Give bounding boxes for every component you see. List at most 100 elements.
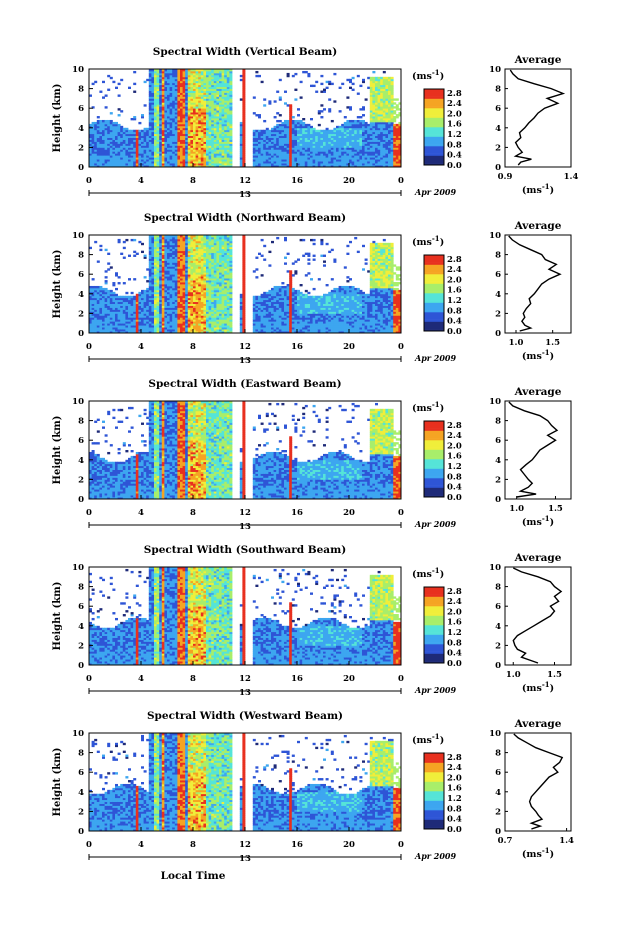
colorbar-swatch — [424, 142, 444, 144]
average-y-tick-label: 2 — [495, 143, 501, 153]
heatmap-cell — [125, 292, 128, 294]
heatmap-cell — [300, 96, 303, 98]
panel-title: Spectral Width (Vertical Beam) — [153, 46, 337, 58]
heatmap-cell — [99, 286, 102, 288]
heatmap-cell — [123, 282, 126, 284]
heatmap-cell — [274, 100, 277, 102]
heatmap-cell — [105, 94, 108, 96]
heatmap-cell — [128, 87, 131, 89]
heatmap-cell — [263, 130, 266, 132]
colorbar-tick-label: 2.0 — [447, 109, 462, 119]
colorbar-tick-label: 2.8 — [447, 89, 462, 99]
y-tick-label: 10 — [72, 65, 84, 75]
colorbar-swatch — [424, 91, 444, 93]
heatmap-cell — [289, 104, 292, 106]
heatmap-cell — [305, 71, 308, 73]
date-label: Apr 2009 — [414, 187, 457, 197]
heatmap-cell — [115, 122, 118, 124]
heatmap-cell — [310, 126, 313, 128]
heatmap-cell — [107, 75, 110, 77]
heatmap-cell — [131, 296, 134, 298]
heatmap-cell — [287, 120, 290, 122]
heatmap-cell — [125, 128, 128, 130]
heatmap-cell — [328, 108, 331, 110]
heatmap-cell — [346, 96, 349, 98]
heatmap-cell — [94, 241, 97, 243]
x-tick-label: 20 — [343, 176, 355, 186]
heatmap-cell — [352, 83, 355, 85]
colorbar-swatch — [424, 118, 444, 120]
heatmap-cell — [123, 247, 126, 249]
heatmap-cell — [362, 114, 365, 116]
x-tick-label: 12 — [239, 176, 251, 186]
heatmap-cell — [271, 128, 274, 130]
average-title: Average — [514, 54, 562, 66]
heatmap-cell — [372, 71, 375, 73]
colorbar-swatch — [424, 138, 444, 140]
heatmap-cell — [279, 96, 282, 98]
heatmap-cell — [263, 120, 266, 122]
colorbar-swatch — [424, 150, 444, 152]
heatmap-cell — [307, 73, 310, 75]
heatmap-cell — [133, 71, 136, 73]
heatmap-field — [89, 235, 401, 333]
heatmap-cell — [393, 116, 396, 118]
heatmap-cell — [279, 114, 282, 116]
heatmap-cell — [383, 71, 386, 73]
heatmap-cell — [352, 89, 355, 91]
heatmap-cell — [336, 126, 339, 128]
heatmap-cell — [396, 114, 399, 116]
heatmap-cell — [141, 114, 144, 116]
colorbar-tick-label: 2.4 — [447, 99, 462, 109]
heatmap-cell — [99, 120, 102, 122]
heatmap-cell — [268, 100, 271, 102]
heatmap-cell — [253, 130, 256, 132]
heatmap-cell — [107, 89, 110, 91]
colorbar-swatch — [424, 110, 444, 112]
heatmap-cell — [383, 77, 386, 79]
colorbar-unit: (ms-1) — [412, 68, 444, 82]
heatmap-cell — [258, 130, 261, 132]
colorbar-swatch — [424, 144, 444, 146]
heatmap-cell — [133, 278, 136, 280]
colorbar-swatch — [424, 119, 444, 121]
heatmap-cell — [276, 120, 279, 122]
heatmap-cell — [97, 286, 100, 288]
heatmap-cell — [310, 85, 313, 87]
colorbar-swatch — [424, 135, 444, 137]
heatmap-cell — [105, 120, 108, 122]
heatmap-cell — [112, 282, 115, 284]
heatmap-cell — [133, 130, 136, 132]
y-axis-label: Height (km) — [52, 84, 63, 153]
heatmap-cell — [320, 110, 323, 112]
heatmap-cell — [393, 102, 396, 104]
colorbar-tick-label: 0.0 — [447, 161, 462, 171]
heatmap-cell — [107, 253, 110, 255]
heatmap-cell — [367, 124, 370, 126]
heatmap-cell — [118, 108, 121, 110]
heatmap-cell — [339, 87, 342, 89]
heatmap-cell — [240, 122, 243, 124]
unit-exponent: -1 — [542, 182, 550, 191]
heatmap-cell — [125, 239, 128, 241]
heatmap-cell — [284, 102, 287, 104]
heatmap-cell — [118, 239, 121, 241]
heatmap-cell — [240, 98, 243, 100]
heatmap-cell — [92, 83, 95, 85]
heatmap-cell — [107, 262, 110, 264]
heatmap-cell — [112, 122, 115, 124]
heatmap-cell — [261, 130, 264, 132]
heatmap-cell — [133, 116, 136, 118]
average-x-tick-label: 0.9 — [498, 172, 513, 182]
heatmap-cell — [357, 93, 360, 95]
heatmap-cell — [315, 91, 318, 93]
heatmap-cell — [146, 268, 149, 270]
heatmap-cell — [310, 118, 313, 120]
heatmap-cell — [263, 98, 266, 100]
colorbar-swatch — [424, 99, 444, 101]
heatmap-cell — [112, 81, 115, 83]
heatmap-cell — [328, 81, 331, 83]
unit-close: ) — [550, 185, 555, 196]
heatmap-cell — [313, 128, 316, 130]
heatmap-cell — [326, 81, 329, 83]
